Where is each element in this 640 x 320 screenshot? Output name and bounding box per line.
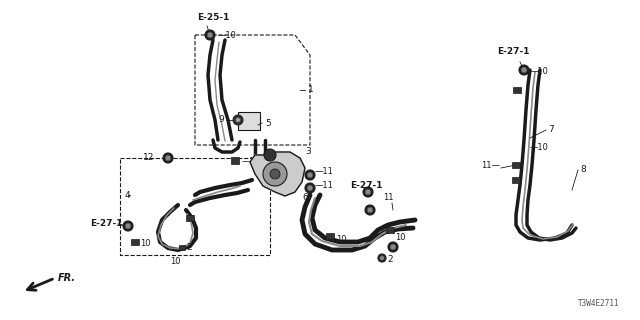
Text: 8: 8 bbox=[580, 165, 586, 174]
Circle shape bbox=[365, 189, 371, 195]
Circle shape bbox=[207, 32, 212, 38]
Text: —11: —11 bbox=[315, 180, 334, 189]
Text: —10: —10 bbox=[242, 157, 261, 166]
Bar bbox=[131, 239, 139, 245]
Circle shape bbox=[365, 205, 375, 215]
Circle shape bbox=[263, 162, 287, 186]
Bar bbox=[513, 87, 520, 93]
Text: —11: —11 bbox=[315, 167, 334, 177]
Circle shape bbox=[388, 242, 398, 252]
Text: 10: 10 bbox=[170, 258, 180, 267]
Circle shape bbox=[363, 187, 373, 197]
Bar bbox=[513, 177, 520, 183]
Circle shape bbox=[367, 207, 372, 213]
Circle shape bbox=[307, 185, 313, 191]
Circle shape bbox=[163, 153, 173, 163]
Circle shape bbox=[165, 155, 171, 161]
Circle shape bbox=[380, 256, 384, 260]
Bar bbox=[186, 215, 193, 221]
Text: 2: 2 bbox=[387, 255, 392, 265]
Text: 11: 11 bbox=[383, 194, 394, 203]
Circle shape bbox=[264, 149, 276, 161]
Text: —10: —10 bbox=[530, 143, 549, 153]
Bar bbox=[326, 233, 333, 239]
Text: 4: 4 bbox=[125, 190, 131, 199]
Text: 3: 3 bbox=[305, 148, 311, 156]
Text: 1: 1 bbox=[308, 85, 314, 94]
Circle shape bbox=[378, 254, 386, 262]
Text: E-27-1: E-27-1 bbox=[497, 47, 529, 57]
Circle shape bbox=[390, 244, 396, 250]
Text: 3: 3 bbox=[252, 157, 264, 166]
Circle shape bbox=[123, 221, 133, 231]
Bar bbox=[231, 156, 239, 164]
Text: E-27-1: E-27-1 bbox=[90, 220, 122, 228]
Bar bbox=[513, 162, 520, 168]
Text: T3W4E2711: T3W4E2711 bbox=[579, 299, 620, 308]
Text: 10: 10 bbox=[395, 234, 406, 243]
Circle shape bbox=[233, 115, 243, 125]
Text: —10: —10 bbox=[218, 31, 237, 41]
Text: 12: 12 bbox=[143, 154, 154, 163]
Text: 5: 5 bbox=[265, 118, 271, 127]
Bar bbox=[387, 227, 394, 233]
Text: —10: —10 bbox=[530, 68, 549, 76]
Circle shape bbox=[519, 65, 529, 75]
Text: 11—: 11— bbox=[481, 162, 500, 171]
Text: E-25-1: E-25-1 bbox=[197, 13, 229, 22]
Text: FR.: FR. bbox=[58, 273, 76, 283]
Circle shape bbox=[307, 172, 313, 178]
Circle shape bbox=[205, 30, 215, 40]
Circle shape bbox=[270, 169, 280, 179]
Text: 10: 10 bbox=[140, 239, 150, 249]
Text: 10: 10 bbox=[336, 236, 346, 244]
Text: 6: 6 bbox=[302, 194, 308, 203]
Text: E-27-1: E-27-1 bbox=[350, 180, 383, 189]
Circle shape bbox=[521, 67, 527, 73]
Text: 7: 7 bbox=[548, 125, 554, 134]
Bar bbox=[179, 244, 185, 250]
Text: 9: 9 bbox=[218, 116, 224, 124]
Circle shape bbox=[305, 170, 315, 180]
Bar bbox=[238, 112, 260, 130]
Text: 2: 2 bbox=[186, 244, 191, 252]
Circle shape bbox=[305, 183, 315, 193]
Circle shape bbox=[236, 118, 240, 122]
Polygon shape bbox=[250, 152, 305, 196]
Circle shape bbox=[125, 223, 131, 229]
